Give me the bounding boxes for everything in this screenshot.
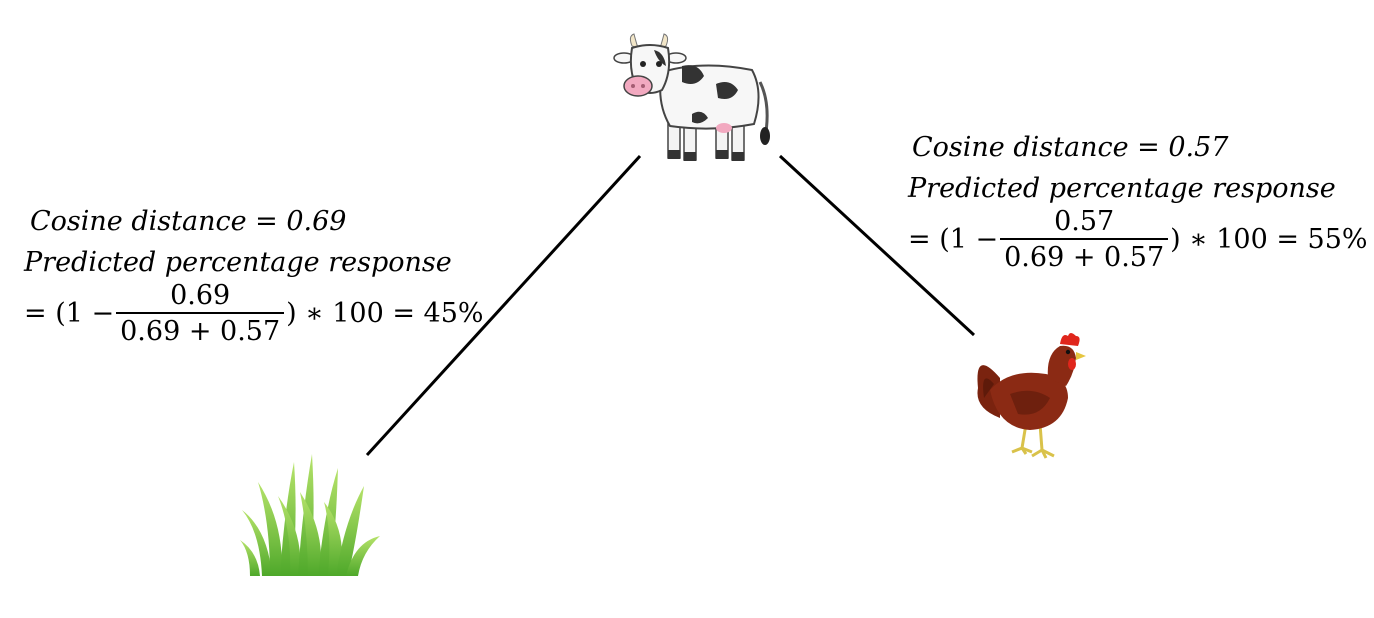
right-formula: = (1 − 0.57 0.69 + 0.57 ) ∗ 100 = 55% bbox=[908, 208, 1368, 271]
right-cosine-distance: Cosine distance = 0.57 bbox=[912, 132, 1229, 163]
chicken-icon bbox=[977, 333, 1086, 459]
grass-icon bbox=[240, 454, 380, 576]
left-formula: = (1 − 0.69 0.69 + 0.57 ) ∗ 100 = 45% bbox=[24, 282, 484, 345]
right-formula-prefix: = (1 − bbox=[908, 224, 999, 255]
cow-icon bbox=[613, 33, 770, 161]
right-fraction: 0.57 0.69 + 0.57 bbox=[1000, 206, 1169, 271]
left-fraction: 0.69 0.69 + 0.57 bbox=[116, 280, 285, 345]
right-fraction-denominator: 0.69 + 0.57 bbox=[1000, 238, 1169, 271]
left-formula-prefix: = (1 − bbox=[24, 298, 115, 329]
left-fraction-numerator: 0.69 bbox=[170, 280, 231, 311]
left-annotation: Cosine distance = 0.69 Predicted percent… bbox=[24, 208, 484, 345]
right-formula-suffix: ) ∗ 100 = 55% bbox=[1170, 224, 1368, 255]
left-fraction-denominator: 0.69 + 0.57 bbox=[116, 312, 285, 345]
left-cosine-distance: Cosine distance = 0.69 bbox=[30, 206, 347, 237]
line-cow-to-grass bbox=[365, 154, 642, 457]
right-predicted-label: Predicted percentage response bbox=[908, 173, 1336, 204]
right-fraction-numerator: 0.57 bbox=[1054, 206, 1115, 237]
line-cow-to-chicken bbox=[778, 154, 976, 337]
left-formula-suffix: ) ∗ 100 = 45% bbox=[286, 298, 484, 329]
left-predicted-label: Predicted percentage response bbox=[24, 247, 452, 278]
right-annotation: Cosine distance = 0.57 Predicted percent… bbox=[908, 134, 1368, 271]
